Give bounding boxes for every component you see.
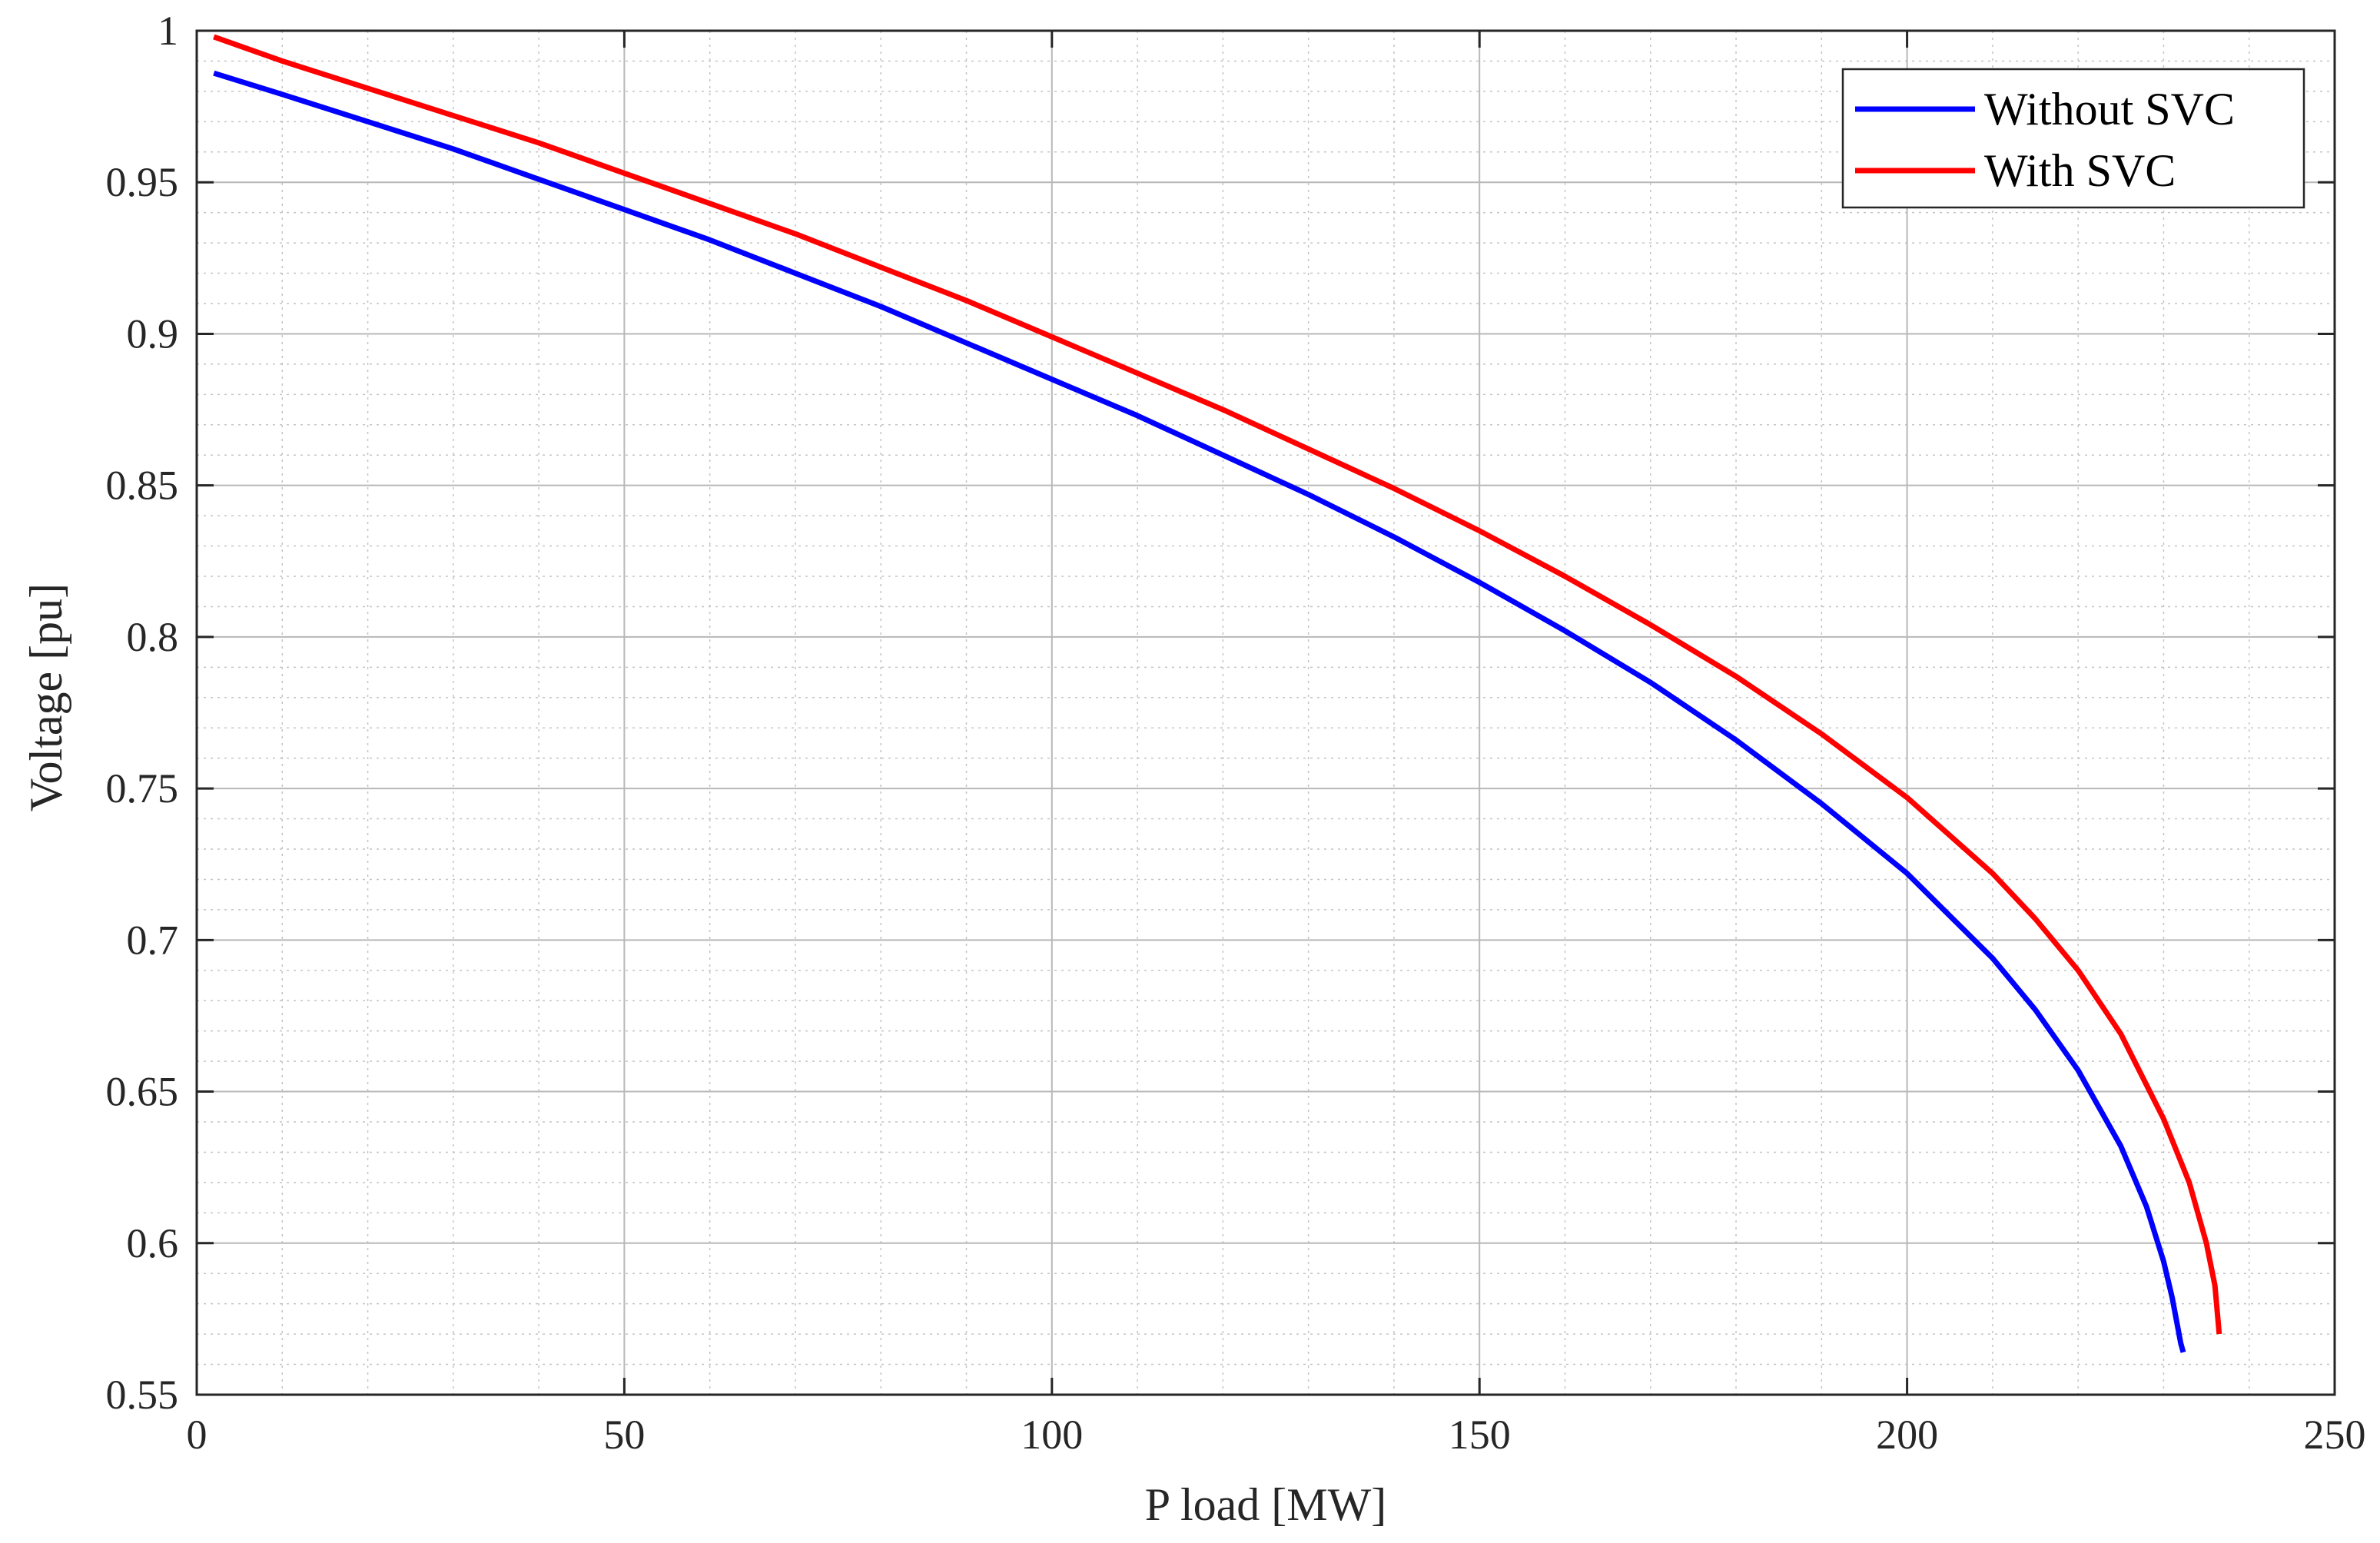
y-tick-label: 0.65 bbox=[106, 1069, 179, 1115]
legend-box bbox=[1841, 68, 2305, 209]
x-tick-labels: 0 50 100 150 200 250 bbox=[187, 1412, 2366, 1458]
y-tick-label: 1 bbox=[158, 8, 178, 54]
x-tick-label: 200 bbox=[1876, 1412, 1938, 1458]
legend: Without SVC With SVC bbox=[1841, 68, 2305, 209]
y-tick-label: 0.8 bbox=[127, 614, 179, 660]
x-tick-label: 0 bbox=[187, 1412, 207, 1458]
y-tick-labels: 0.55 0.6 0.65 0.7 0.75 0.8 0.85 0.9 0.95 1 bbox=[106, 8, 179, 1418]
y-tick-label: 0.85 bbox=[106, 463, 179, 509]
y-tick-label: 0.75 bbox=[106, 765, 179, 811]
x-tick-label: 150 bbox=[1449, 1412, 1511, 1458]
y-tick-label: 0.6 bbox=[127, 1220, 179, 1266]
series-line-with-svc bbox=[213, 34, 2222, 1335]
series-layer bbox=[213, 34, 2222, 1353]
axis-ticks bbox=[195, 29, 2336, 1396]
x-tick-label: 250 bbox=[2304, 1412, 2366, 1458]
x-tick-label: 100 bbox=[1021, 1412, 1083, 1458]
series-line-without-svc bbox=[213, 70, 2186, 1353]
x-tick-label: 50 bbox=[603, 1412, 645, 1458]
legend-label: Without SVC bbox=[1984, 84, 2235, 134]
y-axis-label: Voltage [pu] bbox=[21, 583, 71, 811]
y-tick-label: 0.95 bbox=[106, 159, 179, 205]
y-tick-label: 0.9 bbox=[127, 310, 179, 357]
legend-label: With SVC bbox=[1984, 145, 2176, 196]
plot-frame bbox=[195, 29, 2336, 1396]
y-tick-label: 0.7 bbox=[127, 917, 179, 963]
x-axis-label: P load [MW] bbox=[1145, 1479, 1386, 1530]
y-tick-label: 0.55 bbox=[106, 1372, 179, 1418]
